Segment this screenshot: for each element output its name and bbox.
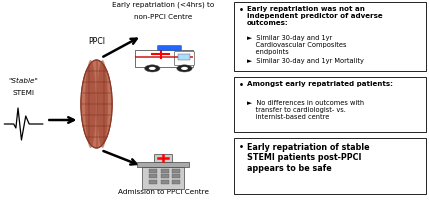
FancyBboxPatch shape bbox=[234, 77, 426, 132]
Circle shape bbox=[149, 67, 156, 70]
FancyBboxPatch shape bbox=[161, 180, 169, 184]
Text: Early repatriation was not an
independent predictor of adverse
outcomes:: Early repatriation was not an independen… bbox=[247, 6, 382, 26]
FancyBboxPatch shape bbox=[137, 162, 189, 167]
FancyBboxPatch shape bbox=[149, 174, 157, 178]
Text: ►  No differences in outcomes with
    transfer to cardiologist- vs.
    interni: ► No differences in outcomes with transf… bbox=[247, 100, 364, 120]
Text: ►  Similar 30-day and 1yr Mortality: ► Similar 30-day and 1yr Mortality bbox=[247, 58, 363, 64]
Text: Admission to PPCI Centre: Admission to PPCI Centre bbox=[118, 189, 208, 195]
FancyBboxPatch shape bbox=[149, 180, 157, 184]
FancyBboxPatch shape bbox=[178, 54, 190, 60]
Text: Early repatriation of stable
STEMI patients post-PPCI
appears to be safe: Early repatriation of stable STEMI patie… bbox=[247, 143, 369, 173]
Ellipse shape bbox=[81, 60, 112, 148]
Text: STEMI: STEMI bbox=[12, 90, 35, 96]
Text: non-PPCI Centre: non-PPCI Centre bbox=[134, 14, 192, 20]
Ellipse shape bbox=[85, 60, 96, 148]
Text: Early repatriation (<4hrs) to: Early repatriation (<4hrs) to bbox=[112, 2, 214, 8]
Text: "Stable": "Stable" bbox=[9, 78, 39, 84]
FancyBboxPatch shape bbox=[161, 174, 169, 178]
FancyBboxPatch shape bbox=[149, 169, 157, 173]
FancyBboxPatch shape bbox=[154, 154, 172, 162]
Text: PPCI: PPCI bbox=[88, 37, 105, 46]
FancyBboxPatch shape bbox=[142, 167, 184, 189]
FancyBboxPatch shape bbox=[172, 169, 180, 173]
Circle shape bbox=[181, 67, 188, 70]
Circle shape bbox=[177, 65, 192, 72]
FancyBboxPatch shape bbox=[175, 51, 194, 66]
FancyBboxPatch shape bbox=[161, 169, 169, 173]
FancyBboxPatch shape bbox=[234, 2, 426, 71]
FancyBboxPatch shape bbox=[172, 180, 180, 184]
Text: •: • bbox=[239, 81, 244, 90]
FancyBboxPatch shape bbox=[172, 174, 180, 178]
FancyBboxPatch shape bbox=[135, 56, 193, 58]
FancyBboxPatch shape bbox=[135, 50, 193, 67]
FancyBboxPatch shape bbox=[234, 138, 426, 194]
Circle shape bbox=[145, 65, 160, 72]
FancyBboxPatch shape bbox=[157, 45, 181, 50]
Ellipse shape bbox=[97, 60, 108, 148]
Text: •: • bbox=[239, 143, 244, 152]
Text: ►  Similar 30-day and 1yr
    Cardiovascular Composites
    endpoints: ► Similar 30-day and 1yr Cardiovascular … bbox=[247, 35, 346, 55]
Text: •: • bbox=[239, 6, 244, 15]
Text: Amongst early repatriated patients:: Amongst early repatriated patients: bbox=[247, 81, 393, 87]
